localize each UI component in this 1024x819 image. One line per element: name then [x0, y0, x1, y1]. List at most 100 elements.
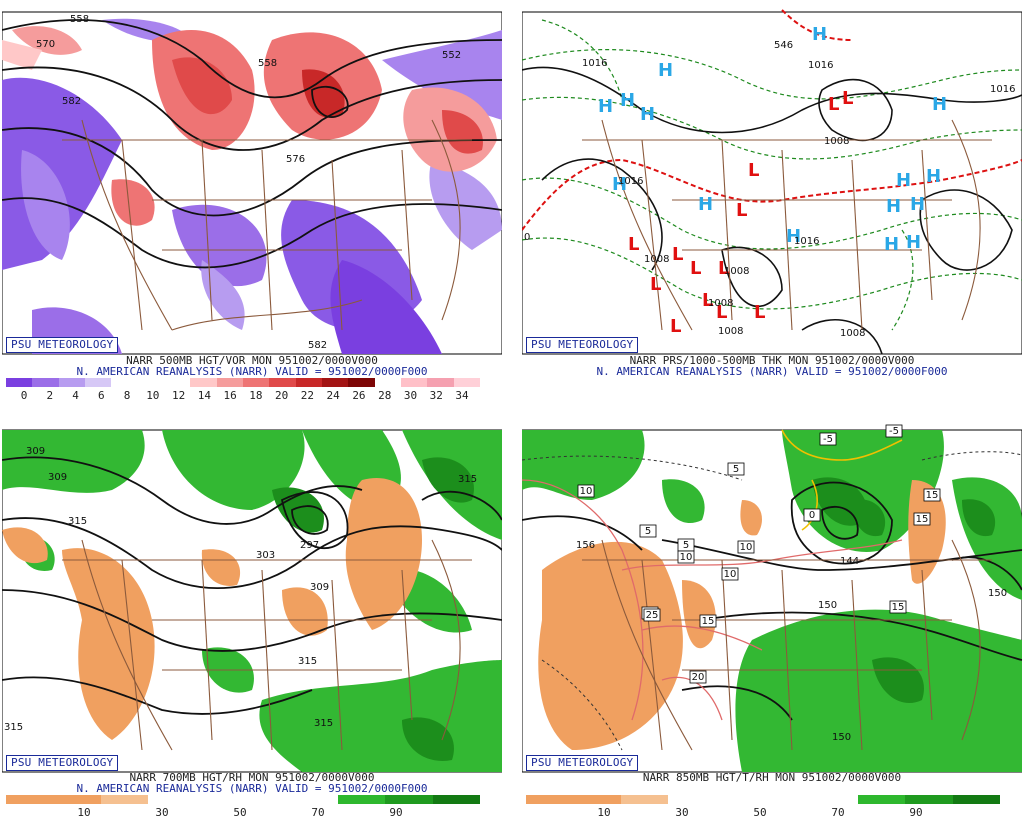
contour-label: 315: [458, 474, 477, 485]
colorbar-segment: [715, 795, 764, 804]
colorbar-segment: [242, 378, 270, 387]
panel-sea-level-pressure: H H H H H H H H H H H H H H H L L L L L …: [522, 0, 1022, 398]
colorbar-tick-label: 18: [249, 389, 263, 402]
colorbar-segment: [6, 378, 33, 387]
colorbar-tick-label: 70: [831, 806, 845, 819]
temperature-label: 15: [916, 514, 929, 525]
low-pressure-marker: L: [628, 234, 639, 255]
colorbar-tick-label: 24: [326, 389, 340, 402]
contour-label: 558: [258, 58, 277, 69]
colorbar-tick-label: 90: [389, 806, 403, 819]
high-pressure-marker: H: [884, 234, 899, 255]
temperature-label: 0: [809, 510, 815, 521]
low-pressure-marker: L: [748, 160, 759, 181]
panel-850mb-temperature: 156 150 150 150 144 -5555101010101015151…: [522, 420, 1022, 819]
humidity-700-map: 309 309 315 303 297 309 315 315 315 315: [2, 429, 502, 773]
colorbar-segment: [385, 795, 433, 804]
panel-500mb-vorticity: 558 570 582 576 558 552 582 PSU METEOROL…: [2, 0, 502, 402]
isobar-label: 1008: [840, 328, 865, 339]
temperature-label: 25: [646, 610, 659, 621]
contour-label: 150: [832, 732, 851, 743]
contour-label: 315: [4, 722, 23, 733]
high-pressure-marker: H: [658, 60, 673, 81]
temperature-box-labels: -555510101010101515151520250-5: [577, 424, 941, 684]
colorbar-segment: [148, 795, 196, 804]
low-pressure-marker: L: [754, 302, 765, 323]
temperature-label: 15: [892, 602, 905, 613]
colorbar-tick-label: 0: [20, 389, 28, 402]
brand-badge: PSU METEOROLOGY: [526, 337, 639, 353]
temperature-label: 15: [702, 616, 715, 627]
colorbar: [6, 795, 481, 804]
contour-label: 303: [256, 550, 275, 561]
colorbar-segment: [857, 795, 906, 804]
colorbar-ticks: 10 30 50 70 90: [6, 806, 480, 819]
temperature-label-box: [639, 524, 657, 538]
colorbar: [6, 378, 480, 387]
temperature-label-box: [677, 550, 695, 564]
low-pressure-marker: L: [716, 302, 727, 323]
colorbar-tick-label: 50: [233, 806, 247, 819]
temperature-label: 10: [740, 542, 753, 553]
high-pressure-marker: H: [786, 226, 801, 247]
isobar-label: 1008: [708, 298, 733, 309]
colorbar-segment: [453, 378, 480, 387]
colorbar-segment: [526, 795, 574, 804]
temperature-label-box: [885, 424, 903, 438]
temperature-label-box: [923, 488, 941, 502]
colorbar-tick-label: 22: [300, 389, 315, 402]
colorbar-segment: [290, 795, 338, 804]
high-pressure-marker: H: [612, 174, 627, 195]
contour-label: 576: [286, 154, 305, 165]
colorbar-segment: [810, 795, 858, 804]
contour-label: 297: [300, 540, 319, 551]
temperature-label-box: [737, 540, 755, 554]
colorbar-segment: [216, 378, 243, 387]
contour-label: 150: [988, 588, 1007, 599]
temperature-label: 10: [580, 486, 593, 497]
temperature-label-box: [699, 614, 717, 628]
temperature-850-map: 156 150 150 150 144 -5555101010101015151…: [522, 424, 1022, 773]
colorbar-segment: [321, 378, 349, 387]
low-pressure-marker: L: [718, 258, 729, 279]
colorbar-segment: [337, 795, 386, 804]
colorbar-segment: [348, 378, 375, 387]
thickness-label: 546: [774, 40, 793, 51]
isobar-label: 1016: [808, 60, 833, 71]
temperature-label-box: [643, 608, 661, 622]
temperature-label: 15: [926, 490, 939, 501]
brand-badge: PSU METEOROLOGY: [6, 337, 119, 353]
temperature-label-box: [913, 512, 931, 526]
colorbar-tick-label: 20: [275, 389, 289, 402]
contour-label: 309: [310, 582, 329, 593]
temperature-label: 20: [692, 672, 705, 683]
temperature-label-box: [819, 432, 837, 446]
high-pressure-marker: H: [926, 166, 941, 187]
colorbar-tick-label: 34: [455, 389, 469, 402]
colorbar-segment: [668, 795, 716, 804]
low-pressure-marker: L: [842, 88, 853, 109]
contour-label: 315: [314, 718, 333, 729]
isobar-label: 1016: [582, 58, 607, 69]
high-pressure-marker: H: [812, 24, 827, 45]
panel-valid-line: N. AMERICAN REANALYSIS (NARR) VALID = 95…: [76, 782, 428, 795]
isobar-label: 1016: [990, 84, 1015, 95]
colorbar-segment: [269, 378, 296, 387]
low-pressure-marker: L: [670, 316, 681, 337]
contour-label: 570: [36, 39, 55, 50]
temperature-label: -5: [823, 434, 833, 445]
temperature-label: 10: [680, 552, 693, 563]
colorbar-segment: [84, 378, 112, 387]
isobar-label: 1008: [724, 266, 749, 277]
colorbar-tick-label: 16: [223, 389, 237, 402]
panel-title: NARR 500MB HGT/VOR MON 951002/0000V000: [126, 354, 378, 367]
panel-valid-line: N. AMERICAN REANALYSIS (NARR) VALID = 95…: [76, 365, 428, 378]
panel-title: NARR 700MB HGT/RH MON 951002/0000V000: [129, 771, 375, 784]
colorbar-tick-label: 30: [403, 389, 418, 402]
temperature-label: 10: [724, 569, 737, 580]
brand-badge: PSU METEOROLOGY: [526, 755, 639, 771]
colorbar-tick-label: 70: [311, 806, 325, 819]
contour-label: 558: [70, 14, 89, 25]
high-pressure-marker: H: [620, 90, 635, 111]
colorbar-segment: [32, 378, 59, 387]
